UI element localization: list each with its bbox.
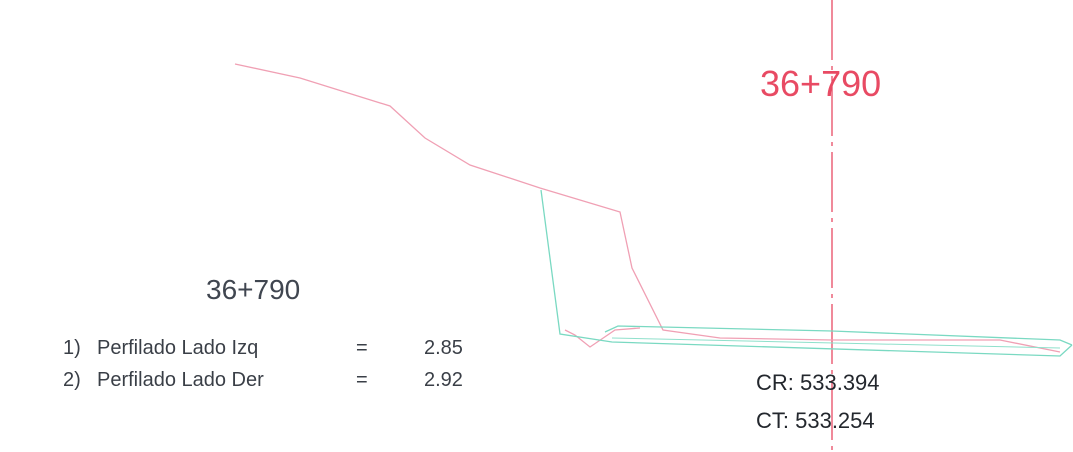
road-section-top bbox=[604, 325, 1073, 346]
row-value: 2.85 bbox=[424, 337, 463, 359]
station-label-main: 36+790 bbox=[760, 63, 882, 104]
row-equals: = bbox=[356, 337, 368, 359]
road-section-outline bbox=[540, 189, 1073, 357]
table-station-title: 36+790 bbox=[206, 274, 301, 305]
terrain-dip-line bbox=[564, 327, 641, 348]
ct-elevation: CT: 533.254 bbox=[756, 408, 875, 433]
row-equals: = bbox=[356, 369, 368, 391]
terrain-profile-line bbox=[234, 63, 1061, 353]
row-label: Perfilado Lado Izq bbox=[97, 337, 259, 359]
row-number: 2) bbox=[63, 369, 81, 391]
row-number: 1) bbox=[63, 337, 81, 359]
cr-elevation: CR: 533.394 bbox=[756, 370, 880, 395]
row-label: Perfilado Lado Der bbox=[97, 369, 264, 391]
road-section-mid bbox=[611, 337, 1061, 349]
row-value: 2.92 bbox=[424, 369, 463, 391]
